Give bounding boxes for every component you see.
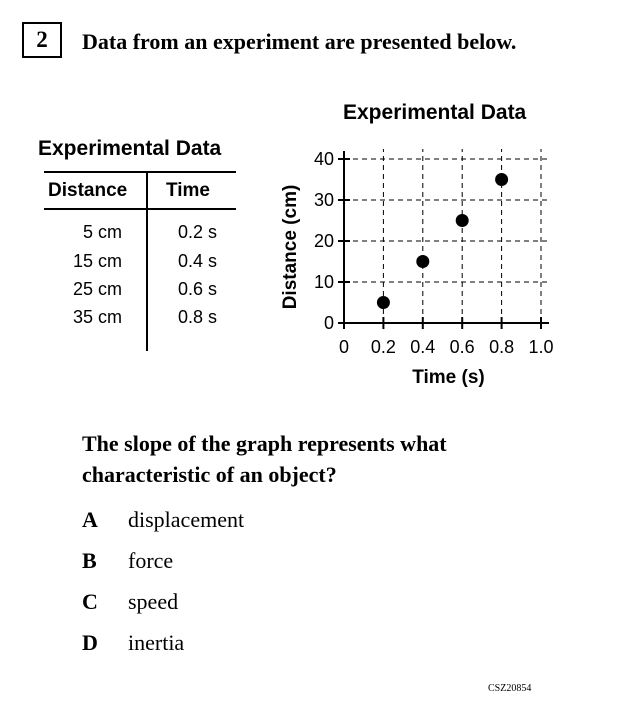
table-header-rule bbox=[44, 208, 236, 210]
x-tick-label: 0.8 bbox=[489, 337, 514, 357]
y-tick-label: 20 bbox=[314, 231, 334, 251]
question-number-box: 2 bbox=[22, 22, 62, 58]
table-column-divider bbox=[146, 171, 148, 351]
question-intro: Data from an experiment are presented be… bbox=[82, 29, 517, 54]
x-tick-label: 0.2 bbox=[371, 337, 396, 357]
table-cell-distance: 5 cm bbox=[82, 222, 122, 242]
table-cell-time: 0.8 s bbox=[177, 307, 217, 327]
question-number: 2 bbox=[36, 27, 48, 52]
table-cell-distance: 25 cm bbox=[72, 279, 122, 299]
table-title: Experimental Data bbox=[38, 137, 222, 160]
x-axis-label: Time (s) bbox=[412, 367, 485, 388]
y-tick-label: 10 bbox=[314, 272, 334, 292]
choice-letter: D bbox=[82, 630, 98, 655]
x-tick-label: 0 bbox=[339, 337, 349, 357]
chart-title: Experimental Data bbox=[343, 101, 527, 124]
choice-letter: A bbox=[82, 507, 98, 532]
data-point bbox=[495, 173, 509, 186]
x-tick-label: 1.0 bbox=[528, 337, 553, 357]
table-cell-distance: 15 cm bbox=[72, 251, 122, 271]
table-cell-time: 0.6 s bbox=[177, 279, 217, 299]
y-tick-label: 0 bbox=[324, 313, 334, 333]
y-tick-label: 30 bbox=[314, 190, 334, 210]
data-point bbox=[376, 296, 390, 309]
question-stem: The slope of the graph represents what c… bbox=[82, 428, 447, 490]
table-cell-distance: 35 cm bbox=[72, 307, 122, 327]
data-point bbox=[455, 214, 469, 227]
y-tick-label: 40 bbox=[314, 149, 334, 169]
item-code: CSZ20854 bbox=[488, 683, 532, 694]
question-line-1: The slope of the graph represents what bbox=[82, 431, 447, 456]
y-axis-label: Distance (cm) bbox=[280, 185, 301, 310]
choice-text: displacement bbox=[128, 507, 245, 532]
scatter-chart: 0 0.2 0.4 0.6 0.8 1.0 0 10 20 30 40 Time (s) Distanc… bbox=[280, 149, 554, 388]
question-line-2: characteristic of an object? bbox=[82, 462, 337, 487]
table-cell-time: 0.2 s bbox=[177, 222, 217, 242]
choice-text: speed bbox=[128, 589, 179, 614]
table-header-distance: Distance bbox=[48, 180, 128, 201]
choice-letter: C bbox=[82, 589, 98, 614]
choice-text: force bbox=[128, 548, 174, 573]
choice-text: inertia bbox=[128, 630, 185, 655]
x-tick-label: 0.4 bbox=[410, 337, 435, 357]
data-point bbox=[416, 255, 430, 268]
choice-letter: B bbox=[82, 548, 97, 573]
table-top-rule bbox=[44, 171, 236, 173]
table-header-time: Time bbox=[166, 180, 211, 201]
table-cell-time: 0.4 s bbox=[177, 251, 217, 271]
x-tick-label: 0.6 bbox=[450, 337, 475, 357]
